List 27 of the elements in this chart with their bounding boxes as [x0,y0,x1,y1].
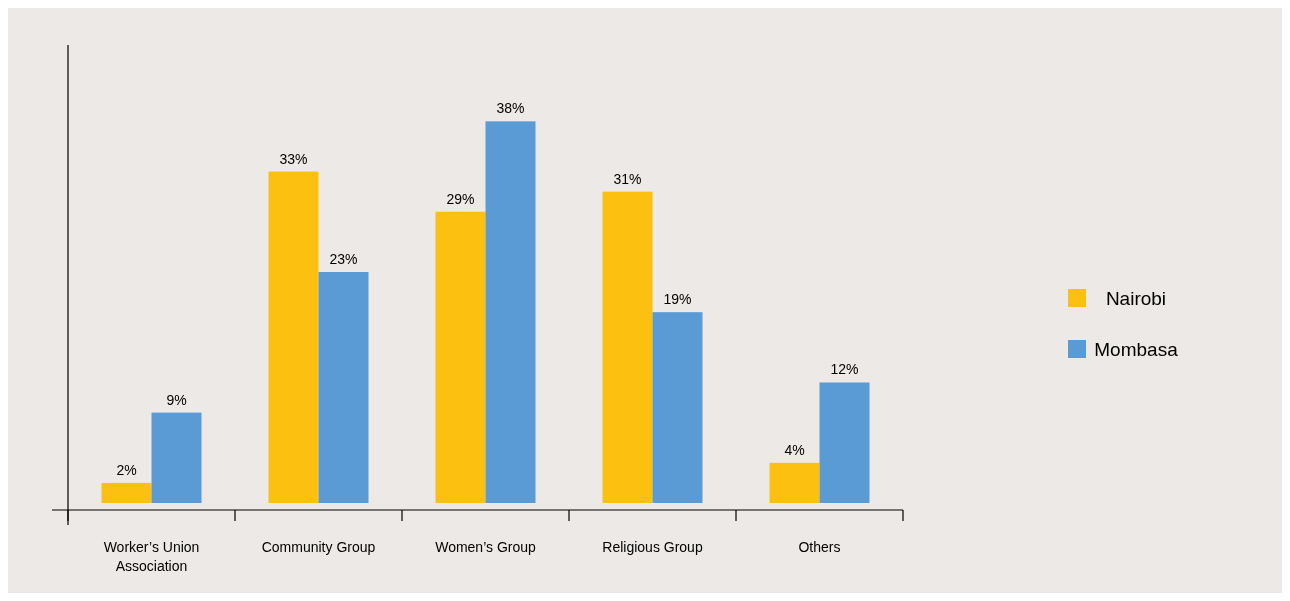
bar [769,462,820,503]
data-label: 19% [663,291,692,308]
data-label: 33% [279,150,308,167]
data-label: 23% [329,250,358,267]
x-tick-label: Women’s Group [435,539,537,555]
bar [151,412,202,503]
bar [485,121,536,503]
data-label: 9% [166,391,187,408]
x-tick-label: Community Group [261,539,376,555]
legend-label: Mombasa [1094,339,1179,360]
data-label: 38% [496,100,525,117]
bar [101,482,152,503]
bar [435,211,486,503]
bar [819,382,870,503]
data-label: 4% [784,441,805,458]
legend-label: Nairobi [1105,288,1167,309]
data-label: 2% [116,461,137,478]
data-label: 12% [830,361,859,378]
x-tick-label: Religious Group [602,539,703,555]
data-label: 29% [446,190,475,207]
data-label: 31% [613,170,642,187]
bar [268,171,319,503]
x-tick-label: Others [798,539,841,555]
x-tick-label: Worker’s Union Association [103,539,200,574]
bar [602,191,653,503]
bar [652,312,703,503]
bar [318,271,369,503]
